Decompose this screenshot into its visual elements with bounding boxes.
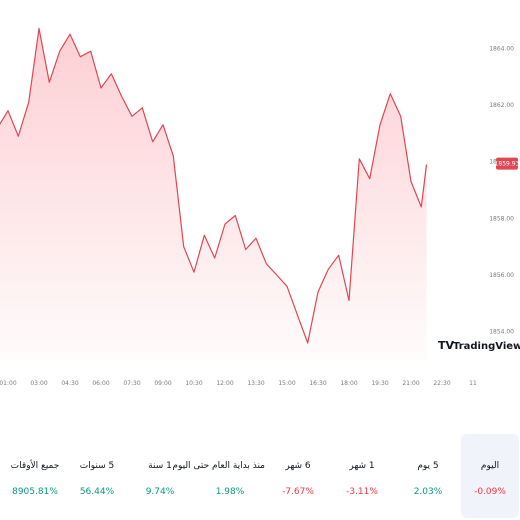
period-change-value: 56.44% (79, 487, 115, 497)
period-tab[interactable]: 6 شهر -7.67% (263, 434, 333, 518)
chart-svg[interactable]: 1864.001862.001860.001858.001856.001854.… (0, 0, 520, 400)
period-tab[interactable]: 5 سنوات 56.44% (62, 434, 132, 518)
period-label: 5 سنوات (79, 461, 115, 471)
tradingview-logo[interactable]: TV TradingView (438, 339, 520, 352)
x-tick-label: 09:00 (154, 380, 171, 387)
y-axis: 1864.001862.001860.001858.001856.001854.… (489, 45, 514, 335)
period-change-value: -0.09% (474, 487, 506, 497)
x-tick-label: 06:00 (92, 380, 109, 387)
period-label: 1 شهر (349, 461, 375, 471)
price-chart[interactable]: 1864.001862.001860.001858.001856.001854.… (0, 0, 520, 400)
period-label: 6 شهر (285, 461, 311, 471)
y-tick-label: 1862.00 (489, 102, 514, 109)
period-label: جميع الأوقات (10, 461, 60, 471)
x-tick-label: 18:00 (340, 380, 357, 387)
x-tick-label: 11 (469, 380, 477, 387)
y-tick-label: 1858.00 (489, 215, 514, 222)
period-tab[interactable]: 5 يوم 2.03% (393, 434, 463, 518)
period-label: 5 يوم (417, 461, 439, 471)
period-change-value: 2.03% (413, 487, 443, 497)
period-tab[interactable]: اليوم -0.09% (461, 434, 519, 518)
x-tick-label: 04:30 (61, 380, 78, 387)
x-axis: 01:00 03:00 04:30 06:00 07:30 09:00 10:30 12:00… (0, 380, 477, 387)
x-tick-label: 22:30 (433, 380, 450, 387)
y-tick-label: 1854.00 (489, 329, 514, 336)
x-tick-label: 07:30 (123, 380, 140, 387)
x-tick-label: 12:00 (216, 380, 233, 387)
price-line (0, 27, 428, 344)
period-tab[interactable]: جميع الأوقات 8905.81% (0, 434, 70, 518)
period-label: 1 سنة (148, 461, 172, 471)
period-tab[interactable]: 1 شهر -3.11% (327, 434, 397, 518)
x-tick-label: 01:00 (0, 380, 17, 387)
x-tick-label: 21:00 (402, 380, 419, 387)
period-change-value: -3.11% (346, 487, 378, 497)
period-label: منذ بداية العام حتى اليوم (172, 461, 265, 471)
last-price-tag: 1859.93 (495, 157, 520, 170)
period-tab[interactable]: 1 سنة 9.74% (125, 434, 195, 518)
tradingview-logo-text: TradingView (453, 341, 520, 352)
period-tab[interactable]: منذ بداية العام حتى اليوم 1.98% (172, 434, 265, 518)
tradingview-mark-icon: TV (438, 339, 455, 352)
x-tick-label: 15:00 (278, 380, 295, 387)
period-label: اليوم (480, 461, 500, 471)
last-price-label: 1859.93 (495, 161, 520, 168)
last-price-badge (496, 157, 518, 170)
performance-periods: اليوم -0.09% 5 يوم 2.03% 1 شهر -3.11% 6 شهر -7.… (0, 434, 520, 520)
x-tick-label: 16:30 (309, 380, 326, 387)
period-change-value: -7.67% (282, 487, 314, 497)
period-change-value: 8905.81% (12, 487, 58, 497)
y-tick-label: 1856.00 (489, 272, 514, 279)
x-tick-label: 13:30 (247, 380, 264, 387)
period-change-value: 1.98% (215, 487, 245, 497)
x-tick-label: 10:30 (185, 380, 202, 387)
period-change-value: 9.74% (145, 487, 175, 497)
y-tick-label: 1864.00 (489, 45, 514, 52)
price-area-fill (0, 28, 427, 360)
x-tick-label: 19:30 (371, 380, 388, 387)
x-tick-label: 03:00 (30, 380, 47, 387)
